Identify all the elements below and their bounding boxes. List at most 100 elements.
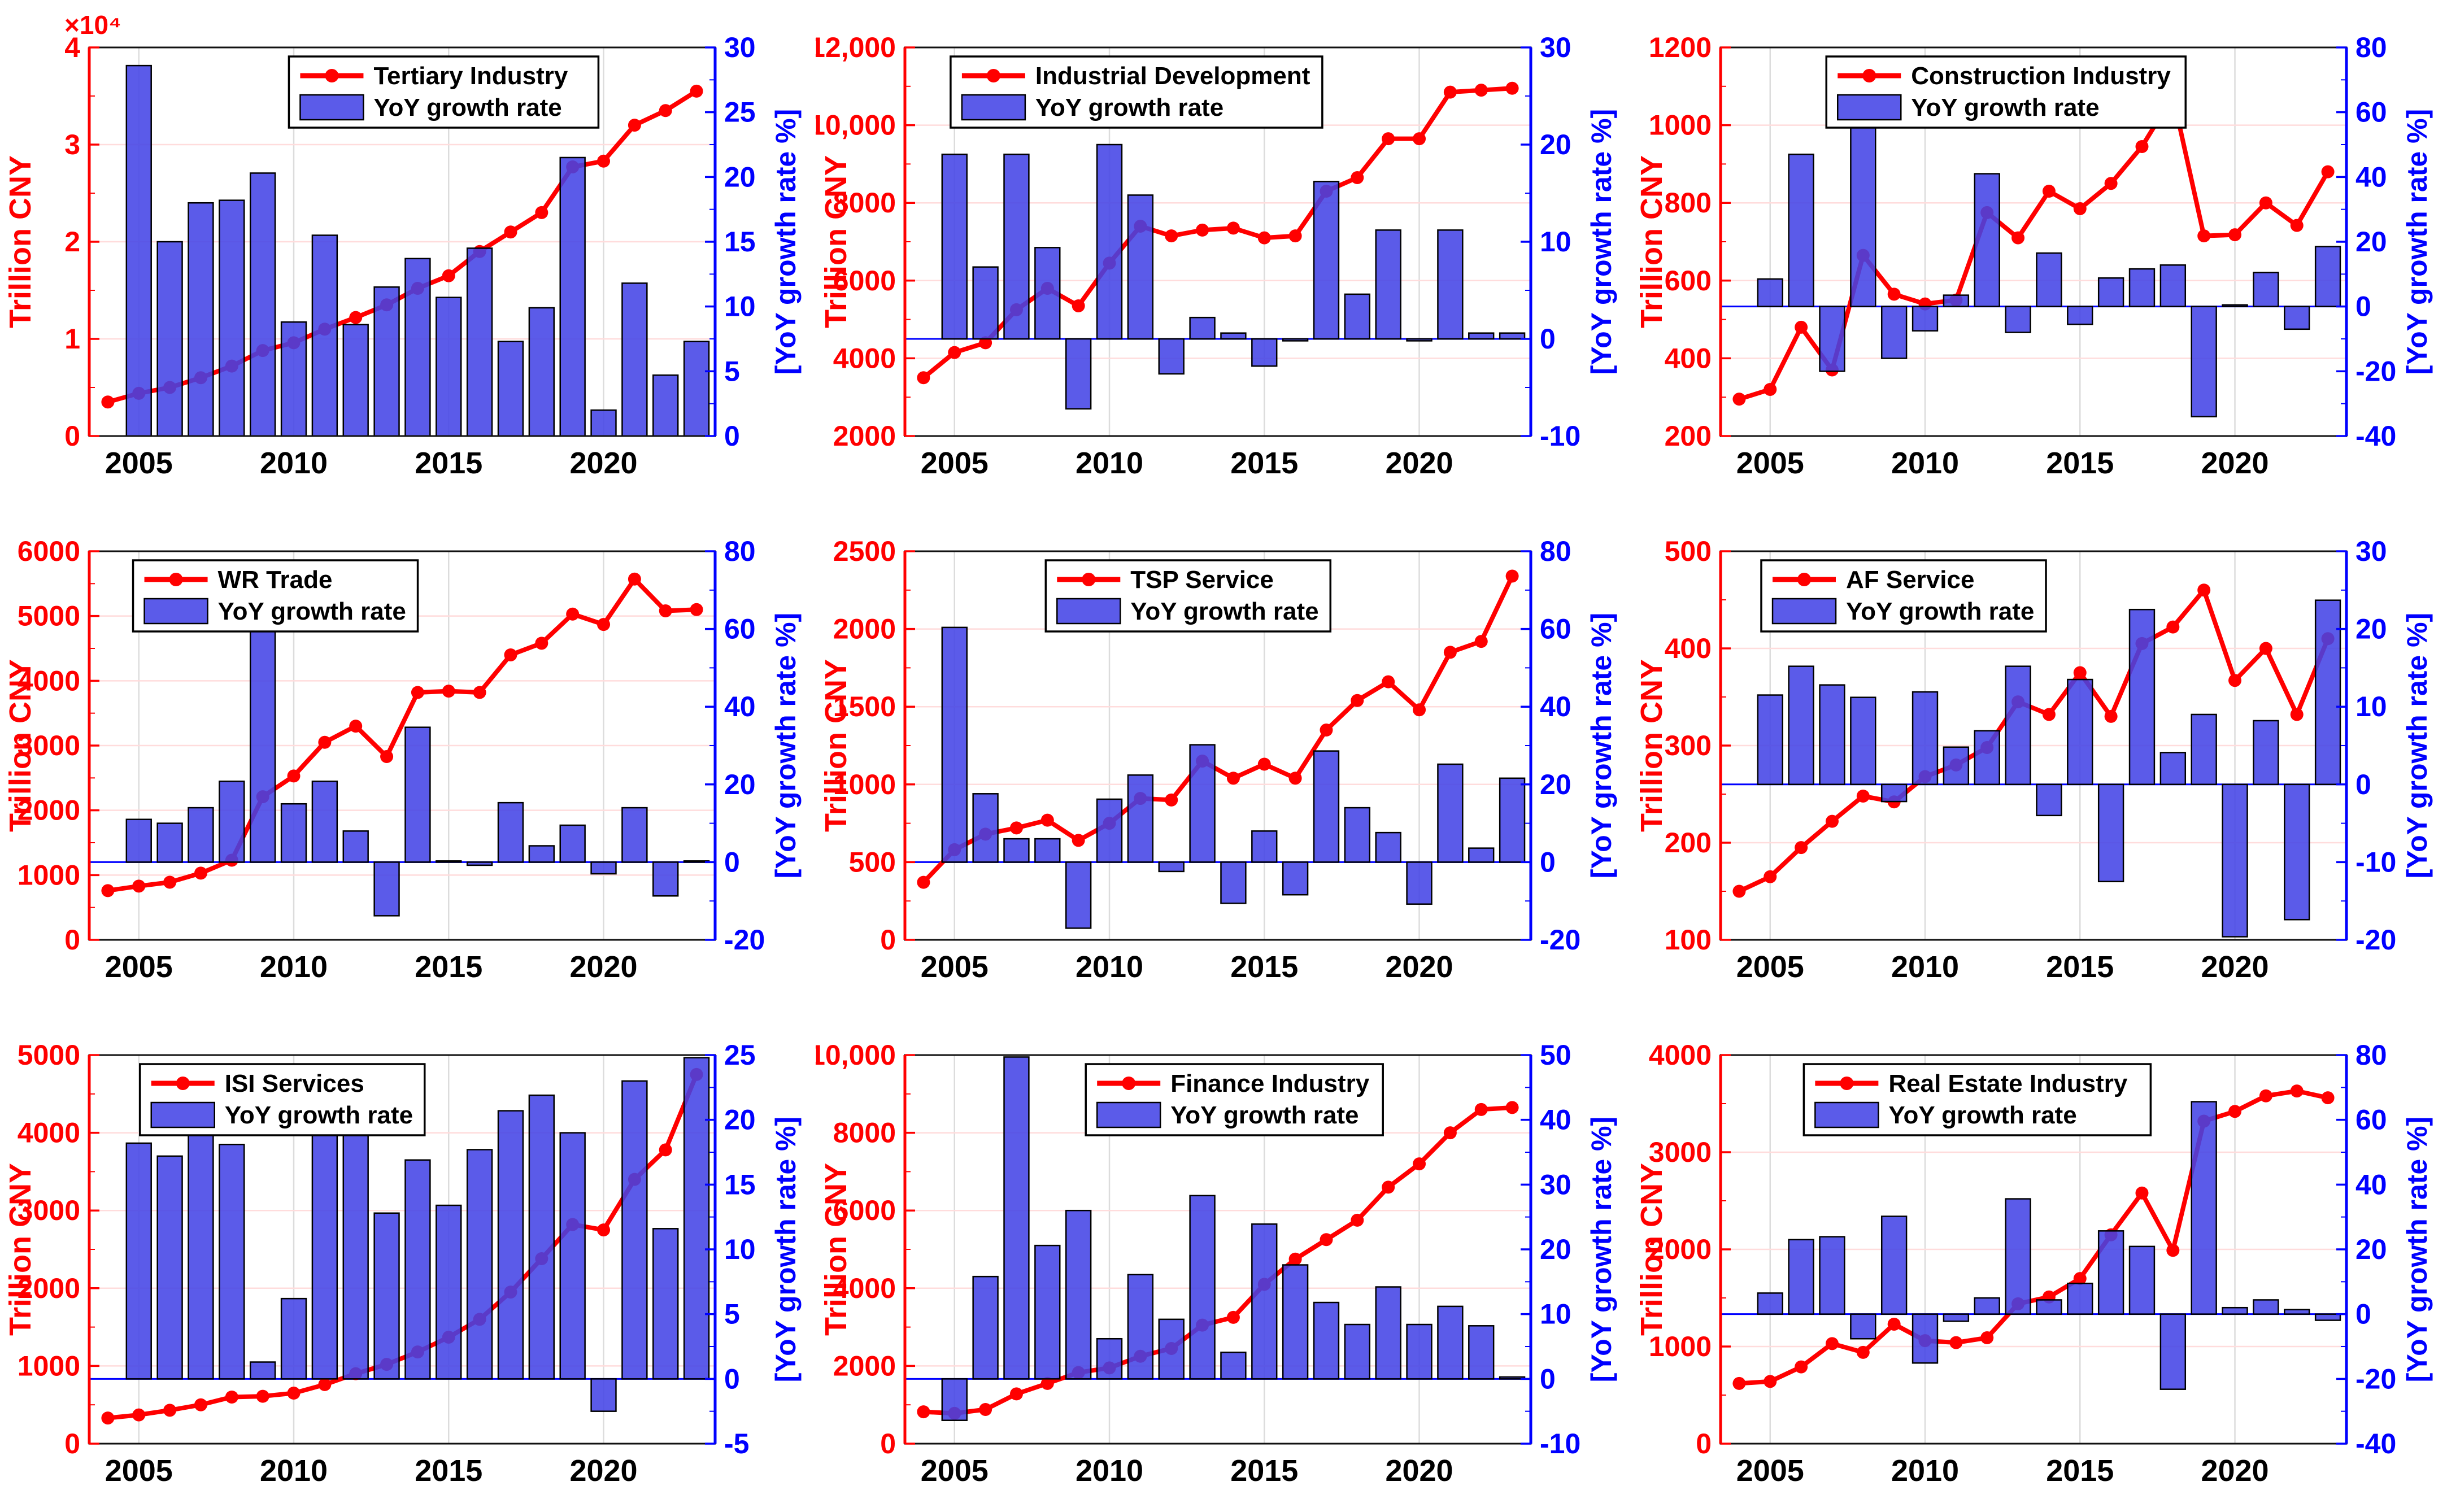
svg-text:2005: 2005 bbox=[105, 446, 173, 480]
bar bbox=[188, 807, 214, 863]
svg-text:0: 0 bbox=[1696, 1428, 1712, 1459]
svg-text:600: 600 bbox=[1665, 265, 1712, 297]
line-point bbox=[2259, 642, 2272, 655]
svg-text:400: 400 bbox=[1665, 633, 1712, 664]
line-point bbox=[1413, 132, 1426, 146]
line-point bbox=[1505, 1101, 1519, 1114]
svg-text:0: 0 bbox=[64, 420, 80, 452]
svg-text:2005: 2005 bbox=[1736, 1454, 1804, 1488]
legend-marker-sample bbox=[1797, 573, 1812, 586]
bar bbox=[2253, 1299, 2279, 1315]
legend: Industrial Development YoY growth rate bbox=[950, 55, 1323, 129]
bar bbox=[1406, 338, 1433, 342]
legend-bar-sample bbox=[1096, 1101, 1161, 1128]
bar bbox=[1282, 338, 1309, 342]
svg-text:4000: 4000 bbox=[18, 1117, 80, 1149]
right-axis-label: [YoY growth rate %] bbox=[2401, 613, 2433, 878]
svg-text:2010: 2010 bbox=[260, 950, 328, 984]
line-point bbox=[566, 607, 580, 621]
line-point bbox=[1505, 569, 1519, 583]
bar bbox=[2005, 1198, 2031, 1315]
bar bbox=[2191, 306, 2217, 417]
svg-text:2500: 2500 bbox=[833, 535, 896, 567]
bar bbox=[219, 781, 245, 863]
bar bbox=[1344, 1323, 1371, 1380]
bar bbox=[1468, 332, 1495, 340]
svg-text:4000: 4000 bbox=[833, 1273, 896, 1304]
line-point bbox=[1474, 1103, 1488, 1116]
bar bbox=[1819, 306, 1845, 372]
bar bbox=[972, 1275, 999, 1380]
line-point bbox=[2228, 1105, 2242, 1118]
chart-construction-industry: 200 400 600 800 1000 1200 Trillion CNY -40 -20 0 2… bbox=[1631, 0, 2447, 504]
svg-text:2010: 2010 bbox=[1076, 950, 1143, 984]
line-point bbox=[2321, 1091, 2335, 1105]
bar bbox=[2284, 1309, 2310, 1315]
line-point bbox=[628, 119, 641, 132]
line-point bbox=[628, 572, 641, 586]
chart-real-estate-industry: 0 1000 2000 3000 4000 Trillion CNY -40 -20 0 20 40… bbox=[1631, 1008, 2447, 1511]
line-point bbox=[1443, 85, 1457, 99]
bar bbox=[559, 824, 586, 863]
legend-bar-label: YoY growth rate bbox=[218, 598, 406, 625]
line-point bbox=[132, 1408, 146, 1422]
legend-series-label: Industrial Development bbox=[1035, 62, 1310, 90]
legend-bar-sample bbox=[150, 1101, 215, 1128]
legend-series-label: AF Service bbox=[1846, 566, 1974, 594]
legend-bar-sample bbox=[1056, 598, 1121, 625]
svg-text:2020: 2020 bbox=[1385, 950, 1453, 984]
svg-text:20: 20 bbox=[724, 769, 756, 800]
bar bbox=[2128, 1245, 2156, 1315]
svg-text:2015: 2015 bbox=[415, 446, 482, 480]
line-point bbox=[2290, 219, 2304, 232]
bar bbox=[1220, 1352, 1247, 1380]
svg-text:0: 0 bbox=[2355, 1299, 2371, 1330]
svg-text:2000: 2000 bbox=[18, 795, 80, 826]
svg-text:20: 20 bbox=[1540, 129, 1571, 160]
legend-bar-label: YoY growth rate bbox=[1888, 1101, 2076, 1129]
line-point bbox=[2042, 708, 2056, 721]
svg-text:5000: 5000 bbox=[18, 1039, 80, 1071]
bar bbox=[219, 1143, 245, 1380]
bar bbox=[497, 341, 524, 437]
line-point bbox=[1949, 1336, 1963, 1349]
svg-text:20: 20 bbox=[724, 161, 756, 193]
line-point bbox=[101, 395, 115, 409]
bar bbox=[2036, 1299, 2062, 1315]
bar bbox=[1912, 691, 1939, 786]
svg-text:2020: 2020 bbox=[2201, 446, 2269, 480]
line-point bbox=[380, 750, 394, 763]
bar bbox=[2191, 1101, 2217, 1315]
svg-text:-5: -5 bbox=[724, 1428, 749, 1459]
svg-text:5000: 5000 bbox=[18, 600, 80, 632]
bar bbox=[1437, 229, 1464, 340]
svg-text:0: 0 bbox=[1540, 323, 1556, 355]
bar bbox=[1003, 838, 1030, 863]
line-point bbox=[1413, 1157, 1426, 1171]
line-point bbox=[2197, 229, 2211, 243]
line-point bbox=[1382, 675, 1395, 689]
bar bbox=[1468, 847, 1495, 863]
right-axis-label: [YoY growth rate %] bbox=[770, 109, 802, 374]
line-point bbox=[101, 884, 115, 897]
right-axis-label: [YoY growth rate %] bbox=[2401, 109, 2433, 374]
line-point bbox=[1288, 772, 1302, 785]
bar bbox=[1220, 332, 1247, 340]
bar bbox=[941, 153, 968, 340]
svg-text:60: 60 bbox=[2355, 97, 2387, 128]
bars-group bbox=[1757, 1101, 2341, 1390]
left-axis-label: Trillion CNY bbox=[819, 1163, 853, 1336]
chart-tertiary-industry: 0 1 2 3 4×10⁴ Trillion CNY 0 5 10 15 20 25 30 [YoY gr… bbox=[0, 0, 816, 504]
bar bbox=[1943, 746, 1970, 786]
line-point bbox=[442, 685, 455, 698]
line-point bbox=[1825, 1337, 1839, 1350]
right-axis: -40 -20 0 20 40 60 80 bbox=[2336, 32, 2396, 452]
bar bbox=[156, 1155, 183, 1380]
svg-text:0: 0 bbox=[724, 846, 740, 878]
svg-text:2005: 2005 bbox=[1736, 446, 1804, 480]
line-point bbox=[1474, 635, 1488, 648]
chart-af-service: 100 200 300 400 500 Trillion CNY -20 -10 0 10 20 30… bbox=[1631, 504, 2447, 1008]
bar bbox=[342, 324, 369, 437]
line-point bbox=[1795, 841, 1808, 855]
bars-group bbox=[941, 1056, 1526, 1421]
